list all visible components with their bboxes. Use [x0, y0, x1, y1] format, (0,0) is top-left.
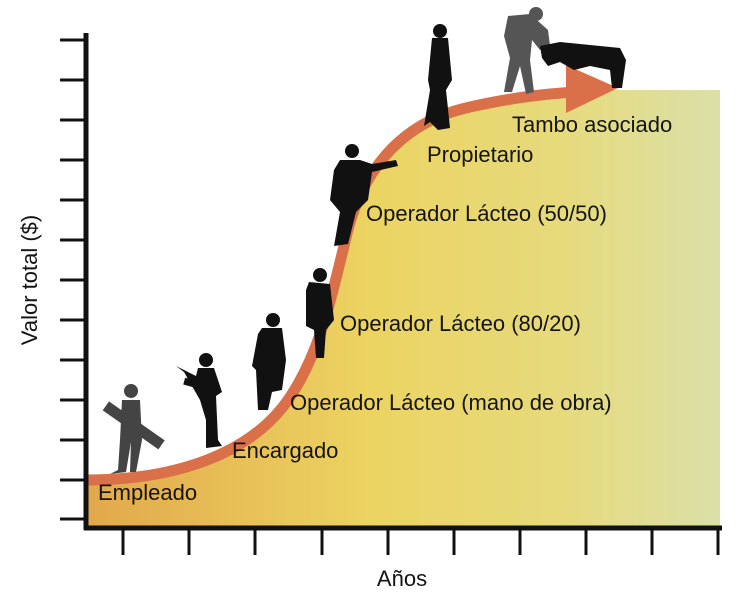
figure-farmer-with-cow: [504, 7, 626, 94]
stage-label-empleado: Empleado: [98, 480, 198, 505]
curve-arrowhead: [566, 65, 618, 113]
stage-label-operador-50-50: Operador Lácteo (50/50): [366, 201, 607, 226]
area-fill: [86, 90, 720, 527]
stage-label-operador-mano-obra: Operador Lácteo (mano de obra): [290, 390, 612, 415]
growth-curve: [85, 86, 576, 486]
y-axis: [60, 33, 89, 530]
stage-label-propietario: Propietario: [427, 142, 534, 167]
x-axis: [84, 525, 722, 555]
figure-supervisor-clipboard: [176, 353, 222, 448]
stage-label-operador-80-20: Operador Lácteo (80/20): [340, 311, 581, 336]
figure-owner-walking: [424, 24, 452, 130]
y-axis-title: Valor total ($): [17, 214, 42, 346]
stage-label-encargado: Encargado: [232, 438, 339, 463]
stage-label-tambo-asociado: Tambo asociado: [512, 112, 673, 137]
x-axis-title: Años: [376, 566, 428, 591]
figure-worker-carrying-plank: [102, 384, 165, 474]
figure-worker-climbing-reaching: [330, 144, 398, 246]
figure-worker-climbing: [252, 313, 286, 410]
figure-worker-standing: [306, 268, 334, 358]
